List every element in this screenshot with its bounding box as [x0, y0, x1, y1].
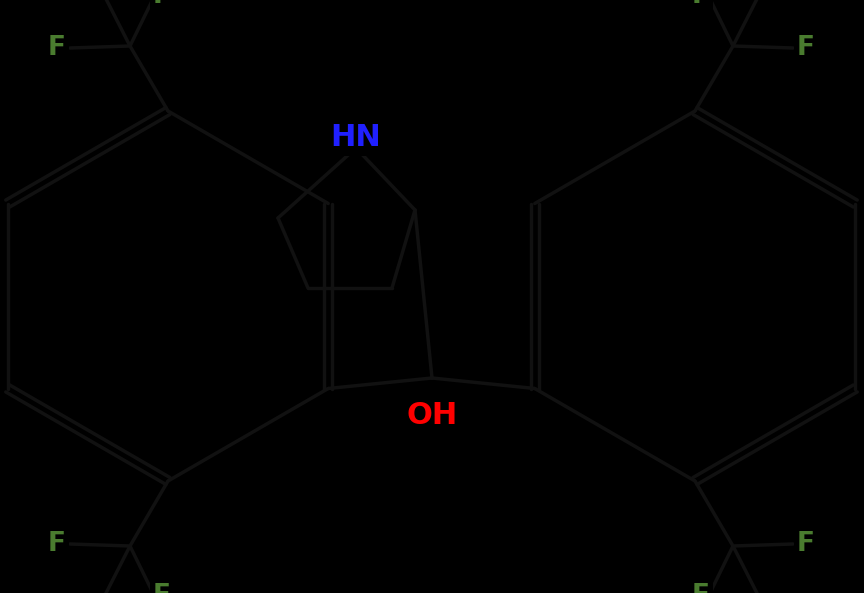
- Text: OH: OH: [406, 400, 458, 429]
- Text: F: F: [692, 0, 710, 9]
- Text: F: F: [48, 531, 66, 557]
- Text: F: F: [692, 583, 710, 593]
- Text: F: F: [48, 35, 66, 61]
- Text: HN: HN: [331, 123, 381, 152]
- Text: F: F: [797, 35, 815, 61]
- Text: F: F: [153, 583, 171, 593]
- Text: F: F: [797, 531, 815, 557]
- Text: F: F: [153, 0, 171, 9]
